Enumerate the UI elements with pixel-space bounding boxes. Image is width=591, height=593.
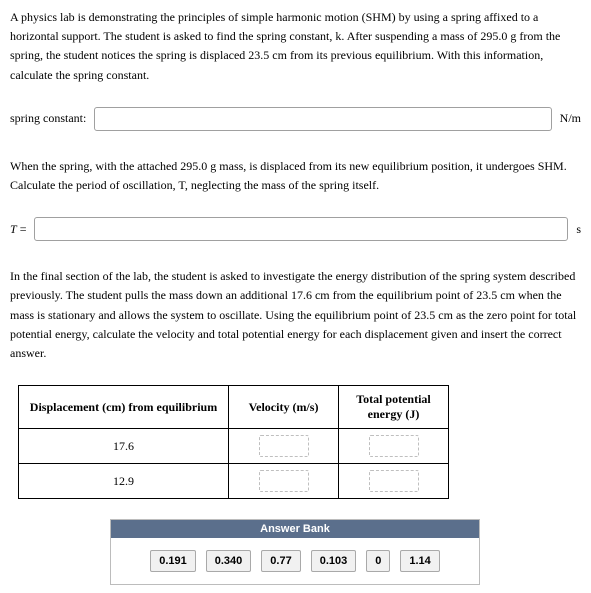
period-unit: s	[576, 222, 581, 237]
cell-displacement: 12.9	[19, 464, 229, 499]
answer-chip[interactable]: 0.340	[206, 550, 252, 572]
answer-chip[interactable]: 1.14	[400, 550, 439, 572]
problem-paragraph-3: In the final section of the lab, the stu…	[10, 267, 581, 363]
problem-paragraph-1: A physics lab is demonstrating the princ…	[10, 8, 581, 85]
answer-chip[interactable]: 0.77	[261, 550, 300, 572]
col-header-energy: Total potential energy (J)	[339, 386, 449, 429]
problem-paragraph-2: When the spring, with the attached 295.0…	[10, 157, 581, 195]
period-input[interactable]	[34, 217, 568, 241]
velocity-dropzone-1[interactable]	[259, 435, 309, 457]
energy-dropzone-2[interactable]	[369, 470, 419, 492]
answer-bank-title: Answer Bank	[111, 520, 479, 538]
answer-chip[interactable]: 0.103	[311, 550, 357, 572]
period-row: T = s	[10, 217, 581, 241]
col-header-velocity: Velocity (m/s)	[229, 386, 339, 429]
answer-bank-body: 0.191 0.340 0.77 0.103 0 1.14	[111, 538, 479, 584]
spring-constant-unit: N/m	[560, 111, 581, 126]
cell-energy	[339, 464, 449, 499]
energy-table: Displacement (cm) from equilibrium Veloc…	[18, 385, 449, 499]
period-label: T =	[10, 222, 26, 237]
cell-energy	[339, 429, 449, 464]
answer-bank: Answer Bank 0.191 0.340 0.77 0.103 0 1.1…	[110, 519, 480, 585]
answer-chip[interactable]: 0	[366, 550, 390, 572]
velocity-dropzone-2[interactable]	[259, 470, 309, 492]
period-symbol: T	[10, 222, 17, 236]
period-equals: =	[17, 222, 27, 236]
cell-velocity	[229, 464, 339, 499]
spring-constant-label: spring constant:	[10, 111, 86, 126]
table-row: 17.6	[19, 429, 449, 464]
answer-chip[interactable]: 0.191	[150, 550, 196, 572]
col-header-displacement: Displacement (cm) from equilibrium	[19, 386, 229, 429]
energy-dropzone-1[interactable]	[369, 435, 419, 457]
cell-velocity	[229, 429, 339, 464]
spring-constant-row: spring constant: N/m	[10, 107, 581, 131]
cell-displacement: 17.6	[19, 429, 229, 464]
spring-constant-input[interactable]	[94, 107, 551, 131]
table-row: 12.9	[19, 464, 449, 499]
